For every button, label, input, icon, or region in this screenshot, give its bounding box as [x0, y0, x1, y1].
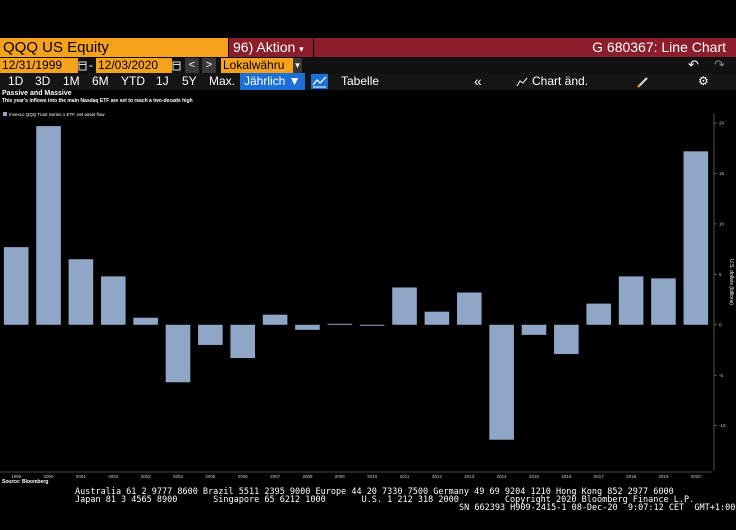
- x-tick-label: 2017: [594, 474, 605, 479]
- bar-2008: [295, 324, 320, 330]
- x-tick-label: 2000: [44, 474, 55, 479]
- bar-2019: [651, 278, 676, 325]
- bar-2017: [586, 303, 612, 325]
- calendar-icon[interactable]: [172, 59, 181, 71]
- bar-2000: [36, 126, 61, 325]
- bar-2009: [327, 323, 353, 325]
- calendar-icon[interactable]: [78, 59, 87, 71]
- undo-icon[interactable]: ↶: [688, 57, 699, 72]
- footer-session-info: SN 662393 H909-2415-1 08-Dec-20 9:07:12 …: [459, 503, 736, 513]
- chart-legend: Invesco QQQ Trust Series 1 ETF, net asse…: [3, 112, 105, 117]
- y-axis-label: U.S. dollars (billions): [728, 259, 734, 305]
- range-tab-1d[interactable]: 1D: [8, 74, 24, 88]
- period-select[interactable]: Jährlich ▼: [240, 73, 305, 90]
- bar-2014: [489, 324, 514, 440]
- bar-chart: Invesco QQQ Trust Series 1 ETF, net asse…: [0, 112, 734, 479]
- x-tick-label: 2010: [367, 474, 378, 479]
- x-tick-label: 2014: [497, 474, 508, 479]
- legend-swatch: [3, 112, 7, 116]
- y-tick-label: -5: [719, 373, 723, 378]
- next-period-button[interactable]: >: [202, 58, 216, 73]
- y-tick-label: 0: [719, 322, 722, 327]
- x-tick-label: 2013: [464, 474, 475, 479]
- x-tick-label: 2003: [141, 474, 152, 479]
- date-toolbar: [0, 58, 736, 73]
- bar-2013: [456, 292, 482, 325]
- action-menu-label: 96) Aktion: [233, 39, 296, 55]
- table-button[interactable]: Tabelle: [341, 74, 380, 88]
- bar-2006: [230, 324, 256, 359]
- ticker-field[interactable]: QQQ US Equity: [0, 38, 228, 57]
- y-tick-label: 20: [719, 121, 725, 126]
- chart-subtitle: This year's inflows into the main Nasdaq…: [2, 98, 193, 104]
- footer-contacts-line1: Australia 61 2 9777 8600 Brazil 5511 239…: [75, 487, 674, 497]
- chevron-down-icon[interactable]: ▾: [293, 58, 302, 73]
- chart-change-button[interactable]: Chart änd.: [532, 74, 589, 88]
- range-tab-5y[interactable]: 5Y: [182, 74, 197, 88]
- bar-2001: [68, 259, 94, 325]
- range-tab-max[interactable]: Max.: [209, 74, 236, 88]
- bar-2007: [262, 314, 288, 325]
- x-tick-label: 2008: [302, 474, 313, 479]
- y-tick-label: 10: [719, 222, 725, 227]
- x-tick-label: 2004: [173, 474, 184, 479]
- x-tick-label: 2019: [658, 474, 669, 479]
- chart-title: Passive and Massive: [2, 90, 72, 97]
- x-tick-label: 2016: [561, 474, 572, 479]
- bar-2012: [424, 311, 450, 325]
- x-tick-label: 2011: [400, 474, 410, 479]
- range-tab-1m[interactable]: 1M: [63, 74, 80, 88]
- x-tick-label: 2012: [432, 474, 443, 479]
- source-note: Source: Bloomberg: [2, 479, 49, 485]
- x-tick-label: 2020: [691, 474, 702, 479]
- bar-2018: [618, 276, 644, 325]
- x-tick-label: 2002: [108, 474, 119, 479]
- x-tick-label: 2001: [76, 474, 87, 479]
- x-tick-label: 2007: [270, 474, 281, 479]
- prev-period-button[interactable]: <: [185, 58, 199, 73]
- pencil-icon[interactable]: [637, 75, 649, 88]
- x-tick-label: 2015: [529, 474, 540, 479]
- bar-2016: [554, 324, 579, 355]
- function-title: G 680367: Line Chart: [314, 38, 736, 57]
- y-tick-label: 15: [719, 171, 725, 176]
- range-toolbar: [0, 73, 736, 90]
- x-tick-label: 2005: [205, 474, 216, 479]
- gear-icon[interactable]: ⚙: [698, 74, 709, 88]
- bar-2004: [165, 324, 191, 383]
- chart-type-icon: [516, 75, 528, 87]
- line-chart-icon[interactable]: [311, 74, 328, 89]
- bar-2011: [392, 287, 417, 325]
- bar-2002: [100, 276, 126, 325]
- bar-1999: [3, 247, 29, 325]
- redo-icon[interactable]: ↷: [714, 57, 725, 72]
- action-menu-button[interactable]: 96) Aktion ▾: [229, 38, 313, 57]
- date-separator: -: [89, 58, 93, 72]
- chevron-down-icon: ▾: [299, 44, 304, 54]
- bar-2005: [198, 324, 223, 345]
- start-date-field[interactable]: 12/31/1999: [0, 58, 78, 73]
- y-tick-label: -10: [719, 423, 726, 428]
- collapse-icon[interactable]: «: [474, 73, 482, 89]
- range-tab-1j[interactable]: 1J: [156, 74, 169, 88]
- end-date-field[interactable]: 12/03/2020: [96, 58, 172, 73]
- bar-2020: [683, 151, 709, 325]
- footer-contacts-line2: Japan 81 3 4565 8900 Singapore 65 6212 1…: [75, 495, 695, 505]
- bar-2010: [359, 324, 385, 326]
- range-tab-6m[interactable]: 6M: [92, 74, 109, 88]
- y-tick-label: 5: [719, 272, 722, 277]
- currency-select[interactable]: Lokalwähru: [221, 58, 293, 73]
- x-tick-label: 2009: [335, 474, 346, 479]
- x-tick-label: 1999: [11, 474, 22, 479]
- x-tick-label: 2006: [238, 474, 249, 479]
- x-tick-label: 2018: [626, 474, 637, 479]
- bar-2015: [521, 324, 547, 335]
- range-tab-3d[interactable]: 3D: [35, 74, 51, 88]
- legend-label: Invesco QQQ Trust Series 1 ETF, net asse…: [9, 112, 105, 117]
- range-tab-ytd[interactable]: YTD: [121, 74, 145, 88]
- bar-2003: [133, 317, 158, 325]
